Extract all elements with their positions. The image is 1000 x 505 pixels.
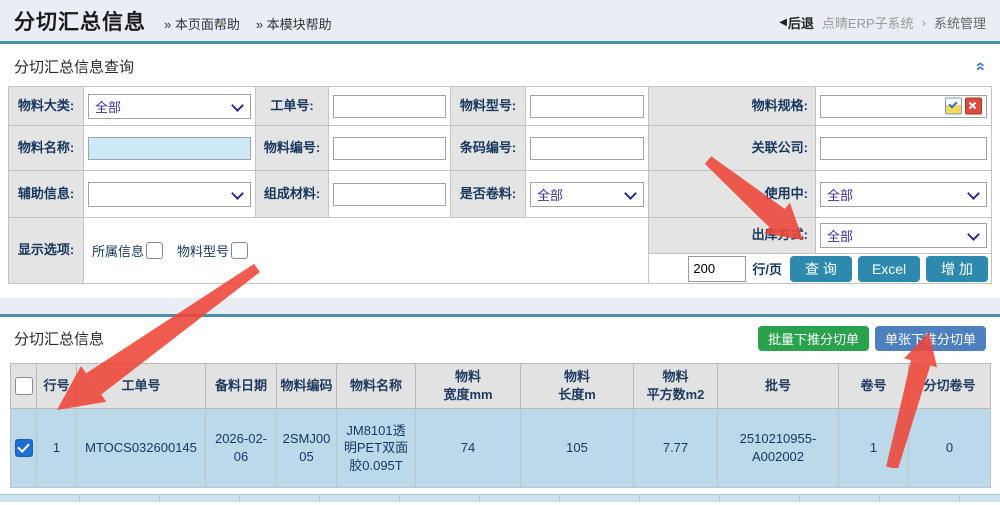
display-option-info-label: 所属信息 — [92, 244, 145, 259]
page-title: 分切汇总信息 — [14, 10, 146, 34]
query-panel: 分切汇总信息查询 « 物料大类: 全部 工单号: 物料型号: 物料规格: — [0, 44, 1000, 298]
collapse-panel-icon[interactable]: « — [971, 61, 991, 71]
col-length-m: 物料 长度m — [520, 363, 634, 409]
cell-row-number: 1 — [36, 408, 77, 488]
cell-slit-roll-number: 0 — [908, 408, 991, 488]
back-icon: ◀ — [779, 17, 787, 28]
breadcrumb: ◀ 后退 点晴ERP子系统 › 系统管理 — [779, 9, 986, 32]
material-category-label: 物料大类: — [8, 86, 84, 126]
barcode-input[interactable] — [530, 136, 644, 160]
back-label: 后退 — [787, 16, 814, 31]
help-link-module[interactable]: » 本模块帮助 — [255, 17, 332, 32]
is-roll-select[interactable]: 全部 — [530, 181, 644, 207]
company-label: 关联公司: — [648, 125, 816, 171]
breadcrumb-section[interactable]: 系统管理 — [933, 16, 986, 31]
help-link-page[interactable]: » 本页面帮助 — [164, 17, 240, 32]
compose-material-label: 组成材料: — [255, 170, 329, 218]
batch-push-button[interactable]: 批量下推分切单 — [757, 325, 869, 351]
breadcrumb-separator: › — [921, 15, 926, 30]
results-panel: 分切汇总信息 批量下推分切单 单张下推分切单 行号 工单号 备料日期 物料编码 … — [0, 317, 1000, 505]
material-model-input[interactable] — [530, 94, 644, 118]
select-all-checkbox[interactable] — [14, 377, 33, 396]
chevron-down-icon — [967, 186, 980, 200]
cell-roll-number: 1 — [838, 408, 909, 488]
header-divider — [0, 41, 1000, 44]
material-model-label: 物料型号: — [450, 86, 526, 126]
display-option-model-label: 物料型号 — [177, 244, 230, 259]
breadcrumb-system[interactable]: 点晴ERP子系统 — [821, 16, 914, 31]
search-button[interactable]: 查 询 — [790, 255, 852, 282]
col-roll-number: 卷号 — [838, 363, 909, 409]
pagination-bar: 行/页 查 询 Excel 增 加 — [651, 255, 989, 282]
compose-material-input[interactable] — [333, 182, 446, 206]
help-links: » 本页面帮助 » 本模块帮助 — [164, 8, 332, 33]
page-size-input[interactable] — [688, 255, 747, 282]
col-prep-date: 备料日期 — [205, 363, 277, 409]
results-table: 行号 工单号 备料日期 物料编码 物料名称 物料 宽度mm 物料 长度m 物料 … — [10, 363, 991, 488]
work-order-input[interactable] — [333, 94, 446, 118]
results-panel-title: 分切汇总信息 — [14, 330, 105, 348]
single-push-button[interactable]: 单张下推分切单 — [874, 325, 986, 351]
material-code-label: 物料编号: — [255, 125, 329, 171]
panel-gap — [0, 298, 1000, 314]
next-row-strip — [0, 494, 1000, 502]
row-checkbox[interactable] — [14, 439, 33, 458]
material-name-input[interactable] — [88, 136, 251, 160]
table-panel-divider — [0, 314, 1000, 317]
display-option-info-checkbox[interactable] — [146, 242, 164, 259]
chevron-down-icon — [624, 186, 637, 200]
spec-picker-icon[interactable] — [945, 97, 962, 115]
query-panel-title: 分切汇总信息查询 — [14, 58, 135, 76]
chevron-down-icon — [231, 186, 244, 200]
display-option-model-checkbox[interactable] — [231, 242, 249, 259]
add-button[interactable]: 增 加 — [926, 255, 988, 282]
cell-work-order: MTOCS032600145 — [76, 408, 206, 488]
col-width-mm: 物料 宽度mm — [415, 363, 521, 409]
page-size-unit: 行/页 — [752, 262, 782, 277]
col-row-number: 行号 — [36, 363, 77, 409]
display-options: 所属信息 物料型号 — [88, 241, 644, 260]
spec-clear-icon[interactable] — [965, 97, 982, 115]
is-roll-label: 是否卷料: — [450, 170, 526, 218]
chevron-down-icon — [231, 98, 244, 112]
material-name-label: 物料名称: — [8, 125, 84, 171]
table-row[interactable]: 1 MTOCS032600145 2026-02-06 2SMJ0005 JM8… — [10, 408, 991, 488]
table-header-row: 行号 工单号 备料日期 物料编码 物料名称 物料 宽度mm 物料 长度m 物料 … — [10, 363, 991, 409]
work-order-label: 工单号: — [255, 86, 329, 126]
out-mode-label: 出库方式: — [648, 217, 816, 254]
material-code-input[interactable] — [333, 136, 446, 160]
material-spec-label: 物料规格: — [648, 86, 816, 126]
top-header: 分切汇总信息 » 本页面帮助 » 本模块帮助 ◀ 后退 点晴ERP子系统 › 系统… — [0, 0, 1000, 41]
cell-width-mm: 74 — [415, 408, 521, 488]
col-material-name: 物料名称 — [336, 363, 416, 409]
excel-button[interactable]: Excel — [858, 255, 920, 282]
chevron-down-icon — [967, 228, 980, 241]
barcode-label: 条码编号: — [450, 125, 526, 171]
query-form: 物料大类: 全部 工单号: 物料型号: 物料规格: 物料名称: 物料编号: — [8, 86, 992, 284]
cell-square-m2: 7.77 — [633, 408, 718, 488]
col-work-order: 工单号 — [76, 363, 206, 409]
in-use-label: 使用中: — [648, 170, 816, 218]
out-mode-select[interactable]: 全部 — [820, 223, 987, 248]
col-slit-roll-number: 分切卷号 — [908, 363, 991, 409]
in-use-select[interactable]: 全部 — [820, 181, 987, 207]
col-square-m2: 物料 平方数m2 — [633, 363, 718, 409]
cell-material-code: 2SMJ0005 — [276, 408, 337, 488]
back-button[interactable]: ◀ 后退 — [779, 13, 814, 32]
cell-batch-number: 2510210955-A002002 — [717, 408, 839, 488]
company-input[interactable] — [820, 136, 987, 160]
cell-length-m: 105 — [520, 408, 634, 488]
cell-material-name: JM8101透明PET双面胶0.095T — [336, 408, 416, 488]
material-category-select[interactable]: 全部 — [88, 93, 251, 119]
col-batch-number: 批号 — [717, 363, 839, 409]
col-material-code: 物料编码 — [276, 363, 337, 409]
cell-prep-date: 2026-02-06 — [205, 408, 277, 488]
aux-info-select[interactable] — [88, 181, 251, 207]
display-options-label: 显示选项: — [8, 217, 84, 284]
aux-info-label: 辅助信息: — [8, 170, 84, 218]
